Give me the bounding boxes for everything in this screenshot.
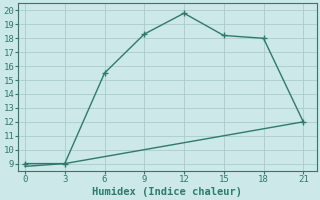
- X-axis label: Humidex (Indice chaleur): Humidex (Indice chaleur): [92, 186, 243, 197]
